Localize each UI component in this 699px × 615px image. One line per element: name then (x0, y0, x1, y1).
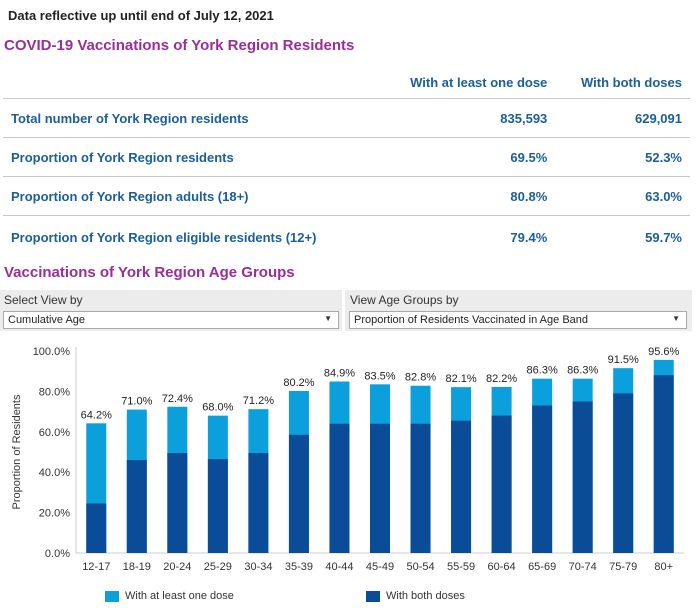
view-select-label: Select View by (4, 293, 83, 307)
row-label: Proportion of York Region adults (18+) (3, 176, 379, 216)
legend-one-dose: With at least one dose (105, 590, 234, 602)
x-tick-label: 18-19 (123, 561, 151, 573)
row-both-doses-value: 52.3% (555, 137, 690, 177)
age-groups-select[interactable]: Proportion of Residents Vaccinated in Ag… (349, 311, 687, 329)
data-label: 80.2% (283, 377, 314, 389)
bar-both-doses (288, 434, 309, 553)
vaccination-summary-table: With at least one dose With both doses T… (3, 66, 690, 258)
row-both-doses-value: 59.7% (645, 229, 682, 245)
table-row: Proportion of York Region residents 69.5… (3, 137, 690, 177)
data-label: 71.2% (243, 395, 274, 407)
view-select-value: Cumulative Age (8, 314, 86, 326)
y-tick-label: 60.0% (39, 427, 70, 439)
legend-swatch-both-doses (366, 590, 380, 602)
data-label: 64.2% (81, 409, 112, 421)
x-tick-label: 35-39 (285, 561, 313, 573)
x-tick-label: 55-59 (447, 561, 475, 573)
data-label: 72.4% (162, 393, 193, 405)
x-tick-label: 30-34 (244, 561, 272, 573)
data-label: 82.1% (445, 373, 476, 385)
data-label: 95.6% (648, 346, 679, 358)
row-one-dose-value: 835,593 (379, 98, 556, 138)
table-header-one-dose: With at least one dose (410, 74, 548, 90)
row-label: Proportion of York Region residents (3, 137, 379, 177)
bar-both-doses (451, 420, 472, 553)
x-tick-label: 45-49 (366, 561, 394, 573)
y-tick-label: 0.0% (45, 548, 70, 560)
legend-both-doses: With both doses (366, 590, 465, 602)
data-label: 82.2% (486, 373, 517, 385)
table-row: Proportion of York Region adults (18+) 8… (3, 176, 690, 216)
x-tick-label: 60-64 (488, 561, 516, 573)
vaccination-summary-title: COVID-19 Vaccinations of York Region Res… (4, 37, 355, 54)
y-tick-label: 20.0% (39, 508, 70, 520)
bar-both-doses (329, 423, 350, 553)
legend-swatch-one-dose (105, 590, 119, 602)
data-date-note: Data reflective up until end of July 12,… (8, 8, 274, 23)
table-row: Total number of York Region residents 83… (3, 98, 690, 138)
legend-label-both-doses: With both doses (386, 590, 465, 602)
y-tick-label: 40.0% (39, 467, 70, 479)
bar-both-doses (491, 415, 512, 553)
age-group-chart: 0.0% 20.0% 40.0% 60.0% 80.0% 100.0% Proportion… (11, 346, 684, 573)
bar-both-doses (126, 460, 147, 553)
row-both-doses-value: 63.0% (555, 176, 690, 216)
bar-both-doses (572, 401, 593, 553)
age-select-value: Proportion of Residents Vaccinated in Ag… (354, 314, 589, 326)
bar-both-doses (248, 453, 269, 553)
x-tick-label: 12-17 (82, 561, 110, 573)
row-one-dose-value: 80.8% (379, 176, 556, 216)
row-label: Total number of York Region residents (3, 98, 379, 138)
bar-both-doses (370, 423, 390, 553)
x-tick-label: 75-79 (609, 561, 637, 573)
row-one-dose-value: 69.5% (379, 137, 556, 177)
table-header-both-doses: With both doses (581, 74, 682, 90)
bar-both-doses (613, 393, 634, 553)
x-tick-label: 50-54 (406, 561, 434, 573)
data-label: 83.5% (364, 370, 395, 382)
bar-both-doses (167, 453, 188, 553)
bar-both-doses (653, 375, 674, 553)
data-label: 86.3% (567, 365, 598, 377)
x-tick-label: 80+ (654, 561, 673, 573)
data-label: 71.0% (121, 396, 152, 408)
data-label: 82.8% (405, 372, 436, 384)
view-select[interactable]: Cumulative Age ▼ (3, 311, 339, 329)
bar-both-doses (410, 423, 431, 553)
row-both-doses-value: 629,091 (555, 98, 690, 138)
row-one-dose-value: 79.4% (510, 229, 548, 245)
y-axis-title: Proportion of Residents (11, 394, 23, 509)
y-tick-label: 100.0% (33, 346, 71, 358)
table-header-row: With at least one dose With both doses (3, 66, 690, 99)
table-header-empty (3, 66, 379, 99)
age-select-label: View Age Groups by (350, 293, 459, 307)
bar-both-doses (532, 405, 553, 553)
data-label: 91.5% (608, 354, 639, 366)
data-label: 84.9% (324, 368, 355, 380)
x-tick-label: 40-44 (325, 561, 353, 573)
legend-label-one-dose: With at least one dose (125, 590, 234, 602)
data-label: 68.0% (202, 402, 233, 414)
bar-both-doses (207, 459, 228, 553)
x-tick-label: 65-69 (528, 561, 556, 573)
y-tick-label: 80.0% (39, 386, 70, 398)
age-groups-title: Vaccinations of York Region Age Groups (4, 264, 295, 281)
x-tick-label: 20-24 (163, 561, 191, 573)
x-tick-label: 70-74 (569, 561, 597, 573)
table-row: Proportion of York Region eligible resid… (3, 216, 690, 259)
data-label: 86.3% (527, 365, 558, 377)
row-label: Proportion of York Region eligible resid… (11, 229, 317, 245)
chevron-down-icon: ▼ (324, 314, 332, 323)
x-tick-label: 25-29 (204, 561, 232, 573)
chevron-down-icon: ▼ (672, 314, 680, 323)
bar-both-doses (86, 503, 107, 553)
